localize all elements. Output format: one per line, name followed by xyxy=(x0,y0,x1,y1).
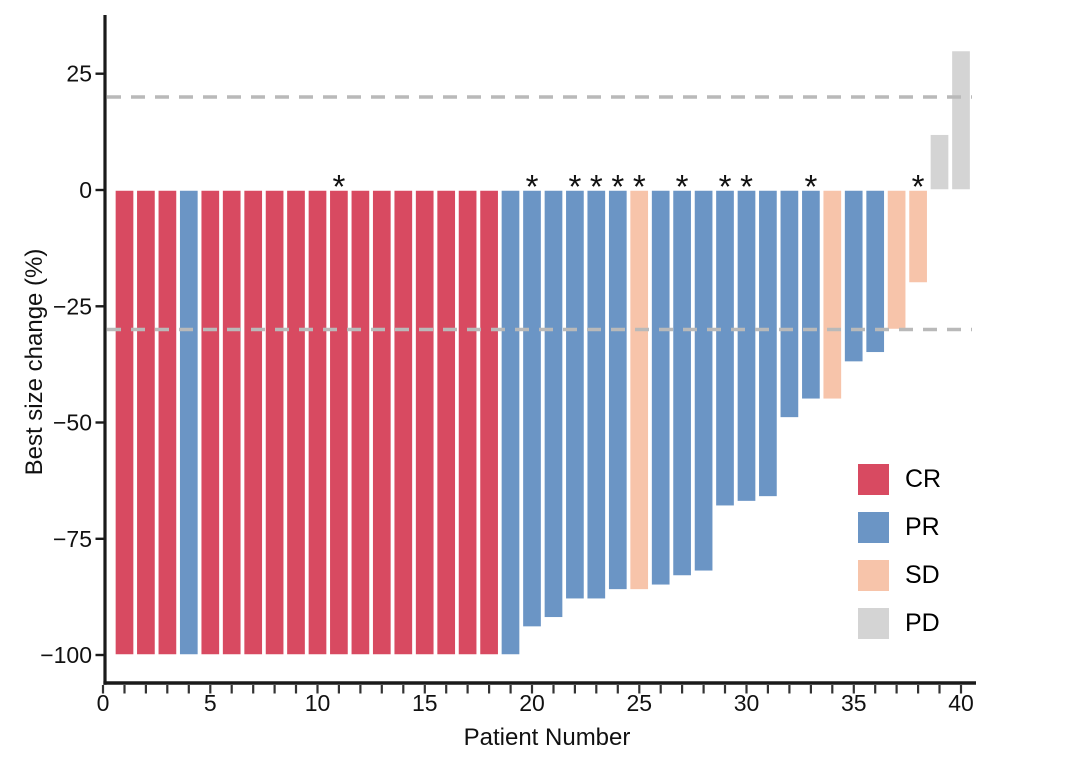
legend-label-pd: PD xyxy=(905,609,940,637)
bar-patient-16 xyxy=(435,189,457,656)
y-tick-label-25: 25 xyxy=(66,61,92,87)
bar-patient-20 xyxy=(521,189,543,628)
bar-patient-6 xyxy=(221,189,243,656)
bar-patient-9 xyxy=(285,189,307,656)
bar-patient-39 xyxy=(929,133,950,191)
bar-patient-17 xyxy=(457,189,478,656)
significance-asterisk-patient-25: * xyxy=(633,168,646,205)
legend-label-pr: PR xyxy=(905,513,940,541)
bar-patient-1 xyxy=(114,189,135,656)
x-tick-label-35: 35 xyxy=(841,690,867,716)
bar-patient-37 xyxy=(886,189,907,331)
x-tick-label-25: 25 xyxy=(627,690,653,716)
x-tick-label-10: 10 xyxy=(305,690,331,716)
significance-asterisk-patient-22: * xyxy=(568,168,581,205)
legend-swatch-pd xyxy=(858,608,889,639)
bar-patient-23 xyxy=(585,189,607,600)
bar-patient-21 xyxy=(543,189,564,619)
bar-patient-7 xyxy=(242,189,264,656)
bar-patient-38 xyxy=(907,189,929,284)
bar-patient-32 xyxy=(779,189,800,419)
bar-patient-8 xyxy=(264,189,285,656)
significance-asterisk-patient-29: * xyxy=(719,168,732,205)
y-tick-label--100: −100 xyxy=(40,642,92,668)
legend-swatch-sd xyxy=(858,560,889,591)
bar-patient-13 xyxy=(371,189,393,656)
y-tick-label--25: −25 xyxy=(53,293,92,319)
legend-swatch-cr xyxy=(858,464,889,495)
x-tick-label-0: 0 xyxy=(97,690,110,716)
bar-patient-18 xyxy=(478,189,500,656)
y-tick-label--50: −50 xyxy=(53,410,92,436)
legend-item-cr: CR xyxy=(858,464,941,495)
bar-patient-28 xyxy=(693,189,714,573)
significance-asterisk-patient-11: * xyxy=(332,168,345,205)
legend-item-pr: PR xyxy=(858,512,941,543)
legend-item-sd: SD xyxy=(858,560,941,591)
bar-patient-31 xyxy=(757,189,779,498)
bar-patient-15 xyxy=(414,189,436,656)
significance-asterisk-patient-24: * xyxy=(611,168,624,205)
bar-patient-22 xyxy=(564,189,586,600)
legend-swatch-pr xyxy=(858,512,889,543)
significance-asterisk-patient-38: * xyxy=(912,168,925,205)
y-tick-label-0: 0 xyxy=(79,177,92,203)
bar-patient-35 xyxy=(843,189,865,363)
bar-patient-12 xyxy=(350,189,371,656)
significance-asterisk-patient-20: * xyxy=(526,168,539,205)
legend-item-pd: PD xyxy=(858,608,941,639)
bar-patient-27 xyxy=(671,189,693,577)
bar-patient-10 xyxy=(307,189,328,656)
legend-label-cr: CR xyxy=(905,465,942,493)
significance-asterisk-patient-27: * xyxy=(676,168,689,205)
y-tick-label--75: −75 xyxy=(53,526,92,552)
bar-patient-33 xyxy=(800,189,822,401)
y-axis-title: Best size change (%) xyxy=(21,248,48,476)
bar-patient-36 xyxy=(864,189,886,354)
x-tick-label-40: 40 xyxy=(948,690,974,716)
bar-patient-24 xyxy=(607,189,629,591)
bar-patient-26 xyxy=(650,189,672,587)
bar-patient-3 xyxy=(157,189,178,656)
bar-patient-29 xyxy=(714,189,736,507)
bar-patient-40 xyxy=(950,49,972,191)
bar-patient-25 xyxy=(628,189,650,591)
legend-label-sd: SD xyxy=(905,561,940,589)
bar-patient-2 xyxy=(135,189,157,656)
bar-patient-4 xyxy=(178,189,200,656)
x-tick-label-30: 30 xyxy=(734,690,760,716)
bar-patient-5 xyxy=(199,189,221,656)
legend: CR PR SD PD xyxy=(858,464,941,656)
bar-patient-11 xyxy=(328,189,350,656)
significance-asterisk-patient-23: * xyxy=(590,168,603,205)
x-tick-label-15: 15 xyxy=(412,690,438,716)
x-tick-label-5: 5 xyxy=(204,690,217,716)
significance-asterisk-patient-30: * xyxy=(740,168,753,205)
significance-asterisk-patient-33: * xyxy=(804,168,817,205)
x-axis-title: Patient Number xyxy=(463,724,631,751)
x-tick-label-20: 20 xyxy=(519,690,545,716)
bar-patient-30 xyxy=(736,189,757,503)
bar-patient-14 xyxy=(392,189,414,656)
bar-patient-34 xyxy=(821,189,843,401)
bar-patient-19 xyxy=(500,189,521,656)
